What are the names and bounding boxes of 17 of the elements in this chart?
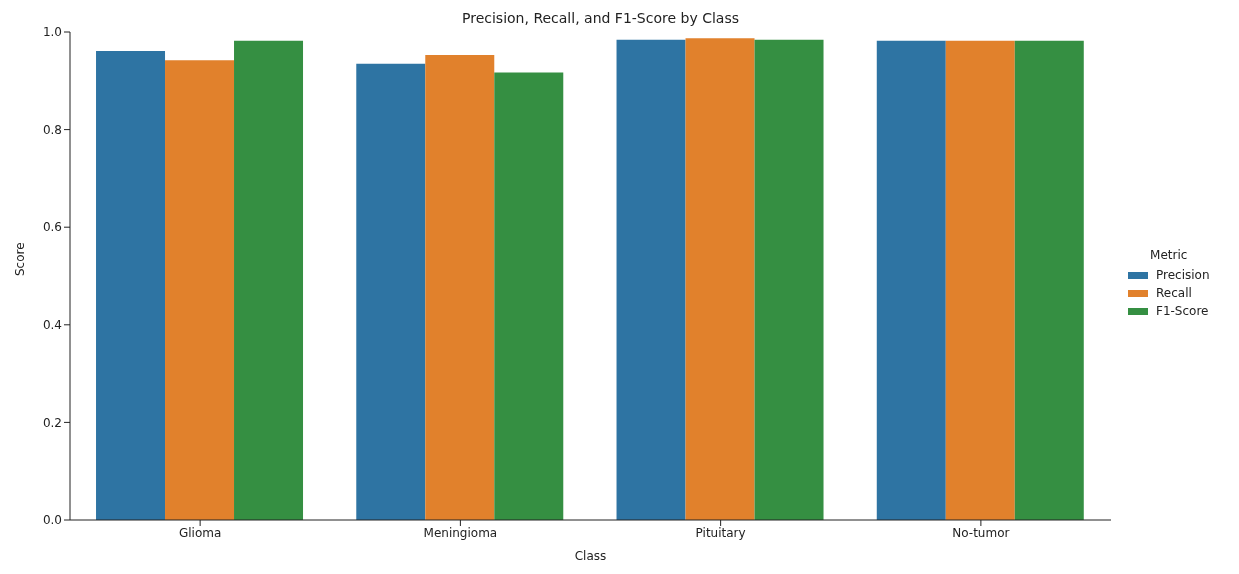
- legend-label: Precision: [1156, 268, 1210, 282]
- y-tick-label: 1.0: [42, 25, 62, 40]
- legend-label: Recall: [1156, 286, 1192, 300]
- x-tick-label: No-tumor: [952, 525, 1010, 540]
- x-tick-label: Meningioma: [423, 525, 498, 540]
- y-tick-label: 0.4: [42, 318, 62, 333]
- y-tick-label: 0.6: [42, 220, 62, 235]
- y-tick-label: 0.8: [42, 122, 62, 137]
- x-axis-title: Class: [574, 549, 607, 563]
- y-tick-label: 0.0: [42, 513, 62, 528]
- x-tick-label: Pituitary: [695, 525, 746, 540]
- x-tick-label: Glioma: [178, 525, 222, 540]
- legend-label: F1-Score: [1156, 304, 1209, 318]
- y-axis-title: Score: [13, 242, 28, 276]
- legend-title: Metric: [1149, 248, 1189, 262]
- y-tick-label: 0.2: [42, 415, 62, 430]
- chart-title: Precision, Recall, and F1-Score by Class: [461, 10, 740, 26]
